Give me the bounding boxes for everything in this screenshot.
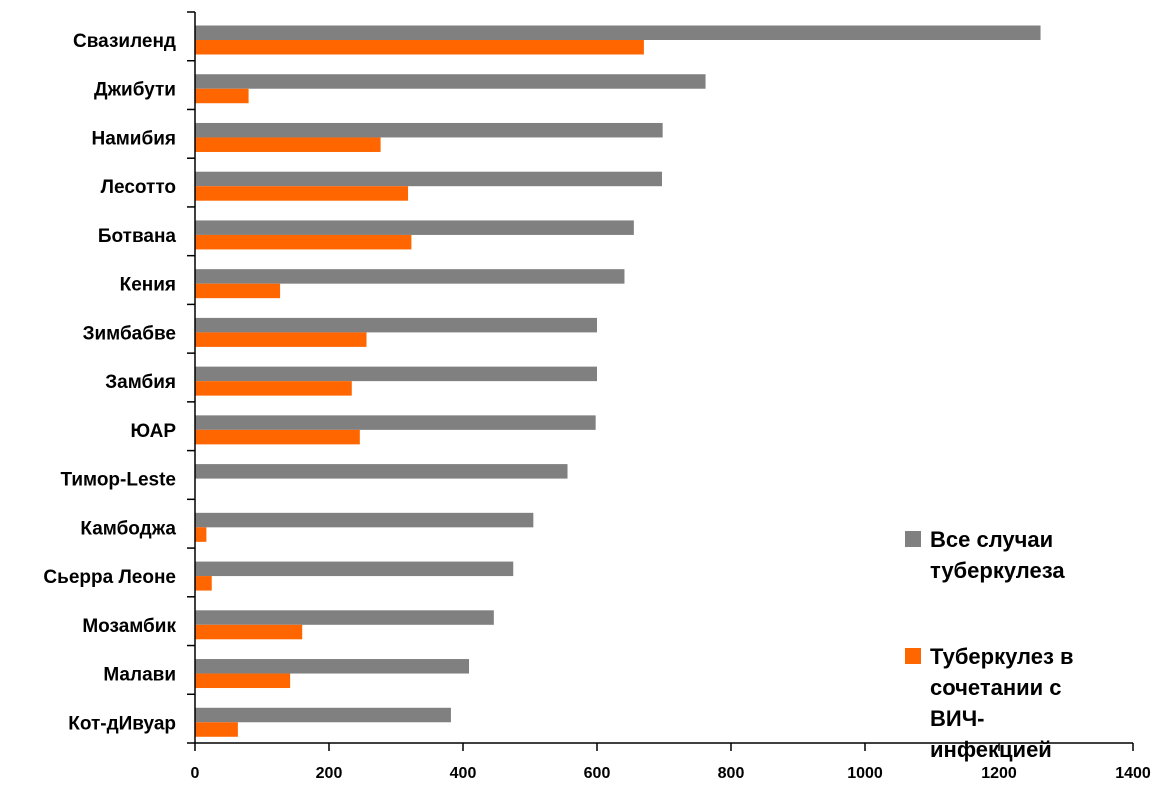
bar-tb-hiv — [195, 283, 281, 299]
bar-tb-hiv — [195, 186, 409, 201]
bar-all-tb — [195, 74, 706, 89]
category-label: Сьерра Леоне — [43, 567, 176, 588]
bar-tb-hiv — [195, 722, 238, 737]
category-label: Кот-дИвуар — [68, 713, 176, 734]
category-label: Малави — [103, 665, 176, 686]
x-tick-label: 800 — [718, 765, 745, 782]
category-label: Свазиленд — [73, 31, 176, 52]
legend-label-tb-hiv-line4: инфекцией — [930, 737, 1052, 762]
legend-label-tb-hiv-line3: ВИЧ- — [930, 706, 984, 731]
bar-all-tb — [195, 464, 568, 479]
legend-label-all-tb-line2: туберкулеза — [930, 558, 1065, 583]
legend-label-tb-hiv-line2: сочетании с — [930, 675, 1062, 700]
category-labels: Свазиленд Джибути Намибия Лесотто Ботвана Кен… — [43, 31, 176, 734]
x-tick-label: 1400 — [1115, 765, 1151, 782]
bar-tb-hiv — [195, 381, 352, 396]
bar-all-tb — [195, 122, 663, 138]
bar-all-tb — [195, 269, 625, 284]
x-tick-label: 0 — [191, 765, 200, 782]
bar-all-tb — [195, 366, 597, 382]
bar-tb-hiv — [195, 527, 207, 542]
x-tick-label: 1200 — [981, 765, 1017, 782]
bar-tb-hiv — [195, 234, 412, 250]
bar-tb-hiv — [195, 88, 249, 104]
category-label: Мозамбик — [82, 616, 176, 637]
category-label: ЮАР — [130, 421, 176, 442]
bar-all-tb — [195, 659, 470, 674]
bar-tb-hiv — [195, 137, 381, 152]
bar-all-tb — [195, 25, 1041, 40]
legend-swatch-all-tb — [905, 531, 921, 547]
legend-label-tb-hiv-line1: Туберкулез в — [930, 644, 1074, 669]
category-label: Зимбабве — [83, 323, 176, 344]
x-tick-label: 200 — [316, 765, 343, 782]
x-tick-label: 400 — [450, 765, 477, 782]
category-label: Замбия — [105, 372, 176, 393]
bar-all-tb — [195, 707, 451, 723]
bar-tb-hiv — [195, 624, 303, 640]
bar-all-tb — [195, 561, 514, 577]
legend-label-all-tb-line1: Все случаи — [930, 527, 1053, 552]
category-label: Ботвана — [98, 226, 177, 247]
x-tick-label: 600 — [584, 765, 611, 782]
category-label: Лесотто — [101, 177, 176, 198]
x-tick-label: 1000 — [847, 765, 883, 782]
category-label: Джибути — [94, 80, 176, 101]
bar-all-tb — [195, 220, 634, 235]
bar-tb-hiv — [195, 576, 212, 591]
x-axis: 0 200 400 600 800 1000 1200 1400 — [187, 11, 1151, 782]
bar-all-tb — [195, 512, 534, 528]
legend-swatch-tb-hiv — [905, 648, 921, 664]
category-label: Кения — [120, 275, 176, 296]
legend: Все случаи туберкулеза Туберкулез в соче… — [905, 527, 1074, 762]
bar-all-tb — [195, 415, 596, 430]
category-label: Намибия — [91, 128, 176, 149]
bar-tb-hiv — [195, 673, 291, 689]
bars — [195, 25, 1041, 737]
bar-tb-hiv — [195, 332, 367, 347]
bar-all-tb — [195, 317, 597, 333]
category-label: Камбоджа — [80, 518, 176, 539]
bar-tb-hiv — [195, 40, 644, 55]
bar-all-tb — [195, 610, 494, 625]
bar-all-tb — [195, 171, 662, 187]
bar-tb-hiv — [195, 429, 360, 445]
category-label: Тимор-Leste — [60, 470, 176, 491]
